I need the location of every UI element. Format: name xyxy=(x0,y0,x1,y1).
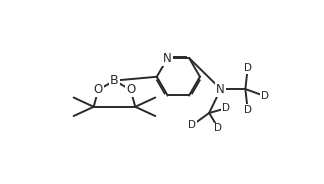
Text: D: D xyxy=(260,91,269,101)
Text: D: D xyxy=(244,63,252,73)
Text: B: B xyxy=(110,74,119,87)
Text: N: N xyxy=(216,83,225,95)
Text: D: D xyxy=(244,105,252,115)
Text: O: O xyxy=(126,83,135,96)
Text: O: O xyxy=(94,83,103,96)
Text: D: D xyxy=(188,120,196,130)
Text: N: N xyxy=(163,52,172,65)
Text: D: D xyxy=(214,123,222,133)
Text: D: D xyxy=(222,103,230,113)
